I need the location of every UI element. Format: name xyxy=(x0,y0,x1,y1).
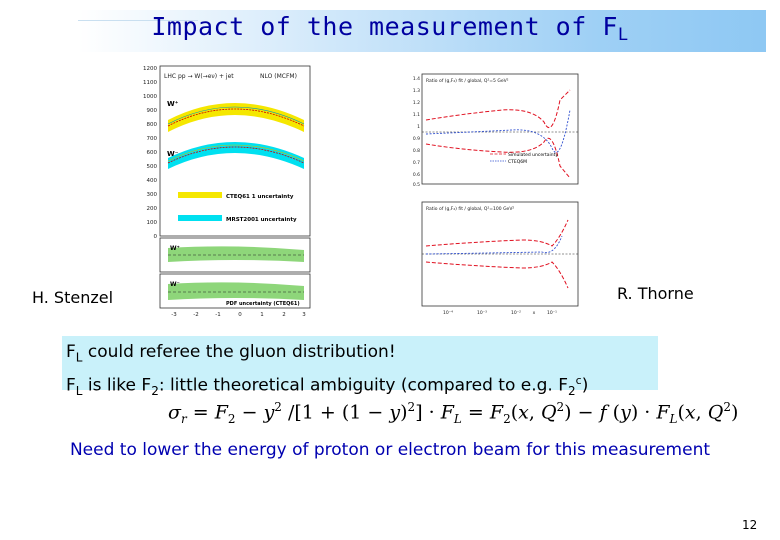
upper-red-bottom xyxy=(425,137,571,179)
left-figure: LHC pp → W(→eν) + jet NLO (MCFM) 1200 11… xyxy=(134,58,314,320)
w-plus-label: W⁺ xyxy=(167,100,179,108)
left-y-tick: 0 xyxy=(154,234,158,240)
right-bottom-caption: Ratio of (g,F₂) fit / global, Q²=100 GeV… xyxy=(426,206,514,212)
left-y-tick: 200 xyxy=(147,206,158,212)
left-figure-svg: LHC pp → W(→eν) + jet NLO (MCFM) 1200 11… xyxy=(143,65,311,318)
left-y-tick: 300 xyxy=(147,192,158,198)
left-x-tick: 3 xyxy=(302,312,306,318)
left-y-tick: 1000 xyxy=(143,94,157,100)
right-figure-svg: Ratio of (g,F₂) fit / global, Q²=5 GeV² … xyxy=(413,73,579,316)
ratio-band-upper xyxy=(168,246,304,262)
right-top-caption: Ratio of (g,F₂) fit / global, Q²=5 GeV² xyxy=(426,78,509,84)
right-legend-1: Simulated uncertainty xyxy=(508,152,558,158)
right-y-tick: 1 xyxy=(417,124,420,130)
page-number: 12 xyxy=(742,518,758,532)
right-y-tick: 0.6 xyxy=(413,172,420,178)
w-minus-curve xyxy=(167,146,305,164)
right-x-tick: 10⁻⁴ xyxy=(443,310,453,316)
ratio-w-plus: W⁺ xyxy=(170,245,180,252)
right-y-tick: 1.3 xyxy=(413,88,420,94)
left-y-tick: 1100 xyxy=(143,80,157,86)
right-y-tick: 0.5 xyxy=(413,182,420,188)
left-top-label: LHC pp → W(→eν) + jet xyxy=(164,73,234,80)
upper-red-top xyxy=(425,89,571,128)
legend-pdf-text: PDF uncertainty (CTEQ61) xyxy=(226,301,300,307)
right-y-tick: 1.1 xyxy=(413,112,420,118)
ratio-w-minus: W⁻ xyxy=(170,281,180,288)
right-figure: Ratio of (g,F₂) fit / global, Q²=5 GeV² … xyxy=(402,70,582,320)
upper-blue xyxy=(425,109,571,153)
left-y-tick: 100 xyxy=(147,220,158,226)
legend-cteq-swatch xyxy=(178,192,222,198)
ratio-band-lower xyxy=(168,282,304,300)
right-y-tick: 1.2 xyxy=(413,100,420,106)
w-plus-band xyxy=(168,103,304,132)
author-left: H. Stenzel xyxy=(32,288,114,307)
left-x-tick: 0 xyxy=(238,312,242,318)
left-x-tick: -1 xyxy=(215,312,220,318)
left-y-tick: 800 xyxy=(147,122,158,128)
left-y-ticks: 1200 1100 1000 900 800 700 600 500 400 3… xyxy=(143,66,158,240)
legend-mrst-swatch xyxy=(178,215,222,221)
info-line-2: FL is like F2: little theoretical ambigu… xyxy=(66,374,589,399)
right-legend-2: CTEQ6M xyxy=(508,159,527,165)
left-y-tick: 700 xyxy=(147,136,158,142)
left-x-tick: 2 xyxy=(282,312,286,318)
left-y-tick: 400 xyxy=(147,178,158,184)
beam-energy-note: Need to lower the energy of proton or el… xyxy=(69,440,711,460)
legend-mrst-text: MRST2001 uncertainty xyxy=(226,217,297,223)
right-y-tick: 0.9 xyxy=(413,136,420,142)
right-x-tick: 10⁻² xyxy=(511,310,521,316)
left-top-label-right: NLO (MCFM) xyxy=(260,73,297,80)
right-y-tick: 1.4 xyxy=(413,76,420,82)
right-y-tick: 0.8 xyxy=(413,148,420,154)
right-x-tick: 10⁻¹ xyxy=(547,310,557,316)
left-y-tick: 900 xyxy=(147,108,158,114)
sigma-r-formula: σr = F2 − y2 /[1 + (1 − y)2] · FL = F2(x… xyxy=(168,400,739,427)
lower-red-bottom xyxy=(425,261,569,289)
right-upper-y-ticks: 1.4 1.3 1.2 1.1 1 0.9 0.8 0.7 0.6 0.5 xyxy=(413,76,420,188)
left-y-tick: 500 xyxy=(147,164,158,170)
title-bar xyxy=(78,10,766,52)
info-line-1: FL could referee the gluon distribution! xyxy=(66,342,396,365)
lower-red-top xyxy=(425,219,569,247)
right-x-ticks: 10⁻⁴ 10⁻³ 10⁻² x 10⁻¹ xyxy=(443,310,557,316)
left-x-tick: -3 xyxy=(171,312,177,318)
left-y-tick: 600 xyxy=(147,150,158,156)
w-minus-band xyxy=(168,142,304,169)
legend-cteq-text: CTEQ61 1 uncertainty xyxy=(226,194,294,200)
info-box: FL could referee the gluon distribution!… xyxy=(62,336,658,398)
left-x-ticks: -3 -2 -1 0 1 2 3 xyxy=(171,312,306,318)
title-accent-line xyxy=(78,20,198,21)
right-x-tick: x xyxy=(533,311,536,316)
slide-title: Impact of the measurement of FL xyxy=(151,12,629,45)
right-y-tick: 0.7 xyxy=(413,160,420,166)
lower-blue xyxy=(425,235,563,255)
w-plus-curve xyxy=(167,108,305,127)
w-plus-mrst xyxy=(167,106,305,125)
left-x-tick: 1 xyxy=(260,312,264,318)
w-minus-yellow xyxy=(167,144,305,162)
author-right: R. Thorne xyxy=(617,284,694,303)
left-x-tick: -2 xyxy=(193,312,198,318)
right-x-tick: 10⁻³ xyxy=(477,310,487,316)
left-y-tick: 1200 xyxy=(143,66,157,72)
w-minus-label: W⁻ xyxy=(167,150,179,158)
